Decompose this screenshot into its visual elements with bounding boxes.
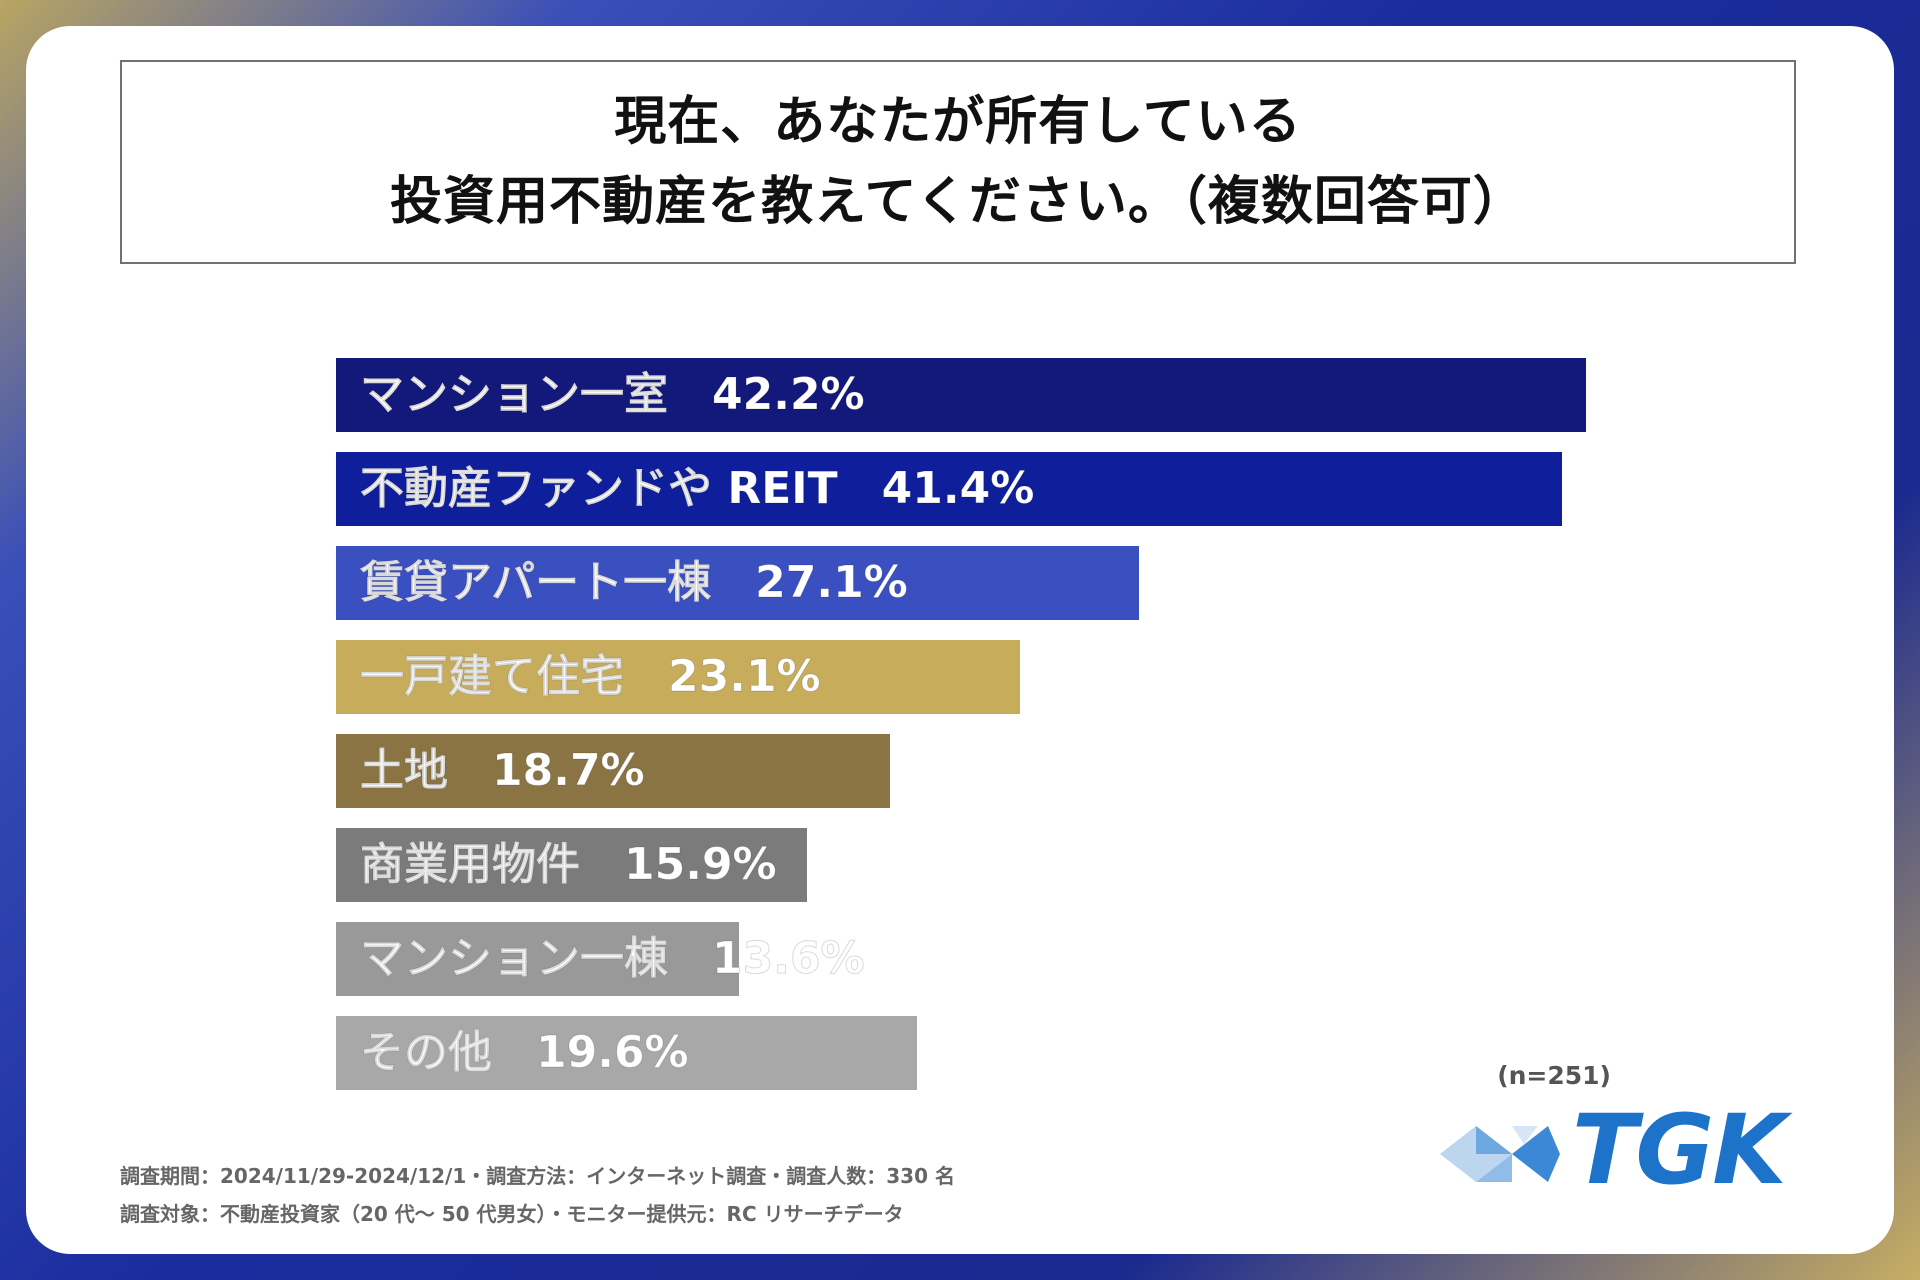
- value-label: 27.1%: [755, 557, 909, 609]
- chart-card: 現在、あなたが所有している 投資用不動産を教えてください。（複数回答可） マンシ…: [26, 26, 1894, 1254]
- category-label: その他: [360, 1027, 493, 1079]
- bar: [336, 828, 807, 902]
- sample-size-note: (n=251): [1497, 1061, 1611, 1090]
- footer-line-1: 調査期間：2024/11/29-2024/12/1・調査方法：インターネット調査…: [120, 1164, 955, 1188]
- bar-label: 商業用物件 15.9%: [360, 828, 778, 902]
- bar: [336, 922, 739, 996]
- bar-label: マンション一棟 13.6%: [360, 922, 866, 996]
- bar-label: 不動産ファンドや REIT 41.4%: [360, 452, 1035, 526]
- bar-label: 土地 18.7%: [360, 734, 646, 808]
- category-label: 商業用物件: [360, 839, 581, 891]
- bar-label: その他 19.6%: [360, 1016, 690, 1090]
- category-label: 土地: [360, 745, 449, 797]
- category-label: マンション一棟: [360, 933, 669, 985]
- bar: [336, 358, 1586, 432]
- title-line-2: 投資用不動産を教えてください。（複数回答可）: [390, 172, 1526, 232]
- bar-label: 一戸建て住宅 23.1%: [360, 640, 822, 714]
- bar: [336, 1016, 917, 1090]
- category-label: 賃貸アパート一棟: [359, 557, 712, 609]
- value-label: 23.1%: [668, 651, 822, 703]
- category-label: マンション一室: [360, 369, 669, 421]
- bar: [336, 546, 1139, 620]
- bar: [336, 452, 1562, 526]
- value-label: 18.7%: [492, 745, 646, 797]
- value-label: 42.2%: [712, 369, 866, 421]
- category-label: 不動産ファンドや REIT: [360, 463, 839, 515]
- footer-line-2: 調査対象：不動産投資家（20 代～ 50 代男女）・モニター提供元：RC リサー…: [120, 1202, 904, 1226]
- bar: [336, 640, 1020, 714]
- bar-label: マンション一室 42.2%: [360, 358, 866, 432]
- value-label: 19.6%: [536, 1027, 690, 1079]
- logo-text: TGK: [1572, 1094, 1787, 1206]
- title-line-1: 現在、あなたが所有している: [614, 92, 1302, 152]
- bar-label: 賃貸アパート一棟 27.1%: [359, 546, 909, 620]
- value-label: 41.4%: [881, 463, 1035, 515]
- bar: [336, 734, 890, 808]
- value-label: 15.9%: [624, 839, 778, 891]
- value-label: 13.6%: [712, 933, 866, 985]
- tgk-logo-mark: [1440, 1126, 1560, 1182]
- category-label: 一戸建て住宅: [360, 651, 625, 703]
- title-box: 現在、あなたが所有している 投資用不動産を教えてください。（複数回答可）: [120, 60, 1796, 264]
